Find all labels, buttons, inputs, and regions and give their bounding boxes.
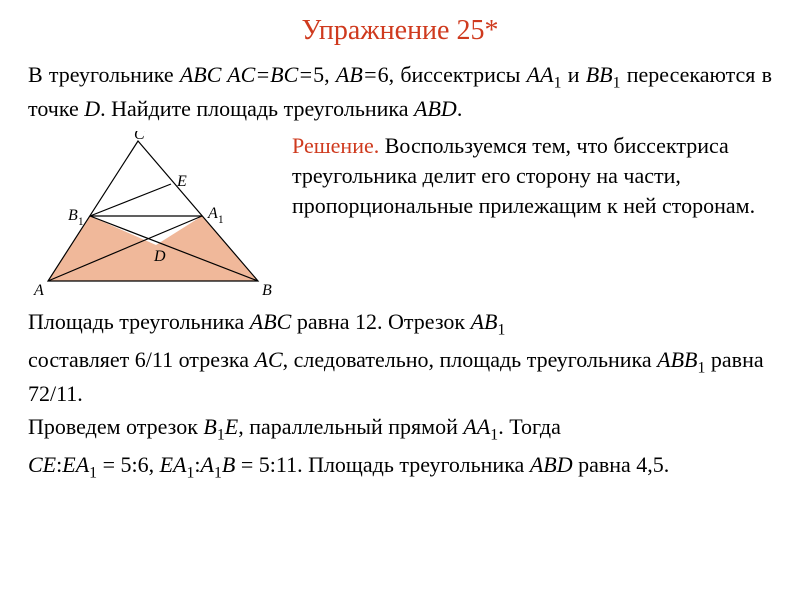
txt: 5, — [313, 62, 336, 87]
txt: 1 — [497, 322, 505, 339]
txt: = 5:11. Площадь треугольника — [235, 452, 529, 477]
para: Площадь треугольника ABC равна 12. Отрез… — [28, 307, 772, 341]
para: составляет 6/11 отрезка AC, следовательн… — [28, 345, 772, 408]
svg-text:1: 1 — [78, 216, 84, 228]
problem-statement: В треугольнике ABC AC=BC=5, AB=6, биссек… — [28, 60, 772, 123]
txt: 1 — [490, 427, 498, 444]
txt: . Тогда — [498, 414, 561, 439]
txt: D — [84, 96, 100, 121]
para: CE:EA1 = 5:6, EA1:A1B = 5:11. Площадь тр… — [28, 450, 772, 484]
txt: 6, биссектрисы — [378, 62, 527, 87]
para: Проведем отрезок B1E, параллельный прямо… — [28, 412, 772, 446]
txt: AA — [527, 62, 554, 87]
txt: BB — [586, 62, 613, 87]
txt: равна 4,5. — [573, 452, 670, 477]
txt: Площадь треугольника — [28, 309, 250, 334]
title-text: Упражнение 25* — [302, 15, 499, 46]
txt: равна 12. Отрезок — [291, 309, 470, 334]
txt: ABD — [414, 96, 457, 121]
txt: , параллельный прямой — [238, 414, 463, 439]
txt: AB= — [336, 62, 378, 87]
txt: и — [561, 62, 585, 87]
exercise-title: Упражнение 25* — [28, 12, 772, 50]
svg-text:D: D — [153, 248, 166, 265]
txt: ABD — [530, 452, 573, 477]
txt: 1 — [613, 74, 621, 91]
txt: EA — [62, 452, 89, 477]
txt: , следовательно, площадь треугольника — [283, 347, 658, 372]
txt: . Найдите площадь треугольника — [100, 96, 414, 121]
txt: = 5:6, — [97, 452, 160, 477]
txt: B — [222, 452, 235, 477]
txt: ABB — [657, 347, 697, 372]
txt: 1 — [89, 465, 97, 482]
txt: AA — [463, 414, 490, 439]
txt: CE — [28, 452, 56, 477]
solution-intro: Решение. Воспользуемся тем, что биссектр… — [292, 131, 772, 220]
solution-label: Решение. — [292, 133, 379, 158]
txt: A — [201, 452, 214, 477]
txt: AC — [255, 347, 283, 372]
svg-text:B: B — [68, 207, 78, 224]
txt: В треугольнике — [28, 62, 180, 87]
txt: EA — [160, 452, 187, 477]
txt: ABC AC=BC= — [180, 62, 313, 87]
svg-text:A: A — [33, 282, 44, 299]
txt: . — [457, 96, 463, 121]
solution-body: Площадь треугольника ABC равна 12. Отрез… — [28, 307, 772, 484]
svg-text:E: E — [176, 173, 187, 190]
txt: Проведем отрезок — [28, 414, 203, 439]
txt: E — [225, 414, 238, 439]
txt: ABC — [250, 309, 292, 334]
txt: составляет 6/11 отрезка — [28, 347, 255, 372]
svg-text:1: 1 — [218, 214, 224, 226]
txt: 1 — [214, 465, 222, 482]
svg-text:B: B — [262, 282, 272, 299]
triangle-diagram: ABCB1A1DE — [28, 131, 278, 301]
svg-text:A: A — [207, 205, 218, 222]
svg-text:C: C — [134, 131, 145, 143]
txt: B — [203, 414, 216, 439]
txt: AB — [471, 309, 498, 334]
txt: 1 — [217, 427, 225, 444]
